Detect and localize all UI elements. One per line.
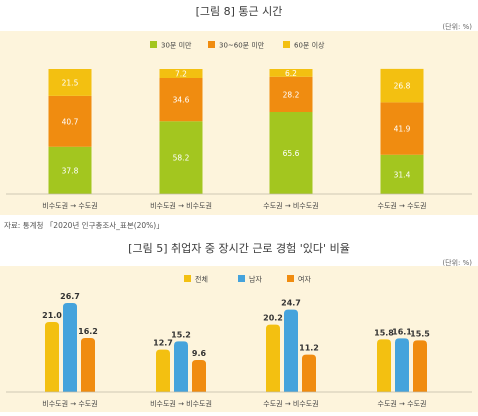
bar	[413, 340, 427, 392]
bar-segment	[269, 76, 313, 112]
bar-segment	[159, 121, 203, 194]
bar	[302, 354, 316, 392]
data-label: 37.8	[62, 166, 79, 175]
data-label: 15.8	[374, 328, 394, 337]
bar	[284, 309, 298, 392]
grouped-bar-chart: 전체 남자 여자 21.0 26.7 16.2 비수도권 → 수도권 12.715.2 9.6 비…	[0, 266, 478, 412]
legend-swatch-1	[184, 275, 191, 282]
data-label: 9.6	[192, 349, 207, 358]
data-label: 11.2	[299, 344, 319, 353]
data-label: 6.2	[285, 69, 297, 78]
chart1-panel: 30분 미만 30~60분 미만 60분 이상 37.8 40.7 21.5 비수도권 → …	[0, 31, 478, 215]
chart1-unit: (단위: %)	[442, 23, 472, 31]
data-label: 15.2	[171, 330, 191, 339]
legend-label-2: 30~60분 미만	[219, 41, 265, 50]
bar-segment	[380, 102, 424, 155]
data-label: 16.1	[392, 327, 412, 336]
bar-segment	[159, 78, 203, 122]
legend-swatch-3	[283, 41, 290, 48]
data-label: 31.4	[394, 170, 411, 179]
data-label: 34.6	[173, 96, 190, 105]
legend-label-2: 남자	[249, 275, 262, 284]
data-label: 7.2	[175, 70, 187, 79]
data-label: 65.6	[283, 149, 300, 158]
legend-swatch-2	[208, 41, 215, 48]
legend-label-1: 전체	[195, 275, 208, 284]
bar	[156, 349, 170, 392]
bar-segment	[380, 154, 424, 194]
bar	[395, 338, 409, 392]
data-label: 26.7	[60, 292, 80, 301]
data-label: 15.5	[410, 329, 430, 338]
bar-segment	[48, 146, 92, 194]
bar-segment	[269, 69, 313, 77]
x-tick-label: 수도권 → 비수도권	[263, 399, 318, 408]
data-label: 28.2	[283, 90, 300, 99]
data-label: 41.9	[394, 125, 411, 134]
x-tick-label: 수도권 → 수도권	[378, 400, 427, 408]
bar	[266, 324, 280, 392]
bar-segment	[159, 69, 203, 78]
bar	[174, 341, 188, 392]
legend-swatch-2	[238, 275, 245, 282]
bar-segment	[48, 95, 92, 147]
chart2-panel: 전체 남자 여자 21.0 26.7 16.2 비수도권 → 수도권 12.7 15.2 9.6 비…	[0, 266, 478, 412]
bar	[81, 338, 95, 392]
bar-segment	[380, 68, 424, 103]
stacked-bar-chart: 30분 미만 30~60분 미만 60분 이상 37.8 40.7 21.5 비수도권 → …	[0, 31, 478, 215]
data-label: 20.2	[263, 314, 283, 323]
data-label: 16.2	[78, 327, 98, 336]
legend-swatch-3	[287, 275, 294, 282]
bar	[63, 303, 77, 392]
x-tick-label: 수도권 → 수도권	[378, 202, 427, 210]
x-tick-label: 비수도권 → 수도권	[42, 201, 97, 210]
data-label: 21.5	[62, 78, 79, 87]
data-label: 40.7	[62, 117, 79, 126]
bar	[377, 339, 391, 392]
chart2-title: [그림 5] 취업자 중 장시간 근로 경험 '있다' 비율	[128, 242, 350, 255]
chart1-title: [그림 8] 통근 시간	[195, 5, 283, 18]
data-label: 12.7	[153, 339, 173, 348]
legend-swatch-1	[150, 41, 157, 48]
x-tick-label: 비수도권 → 비수도권	[150, 399, 212, 408]
chart1-source: 자료: 통계청 「2020년 인구총조사_표본(20%)」	[4, 221, 164, 230]
bar-segment	[269, 112, 313, 194]
data-label: 24.7	[281, 299, 301, 308]
x-tick-label: 수도권 → 비수도권	[263, 201, 318, 210]
x-tick-label: 비수도권 → 비수도권	[150, 201, 212, 210]
chart2-unit: (단위: %)	[442, 259, 472, 267]
bar-segment	[48, 69, 92, 96]
data-label: 58.2	[173, 154, 190, 163]
data-label: 21.0	[42, 311, 62, 320]
x-tick-label: 비수도권 → 수도권	[42, 399, 97, 408]
data-label: 26.8	[394, 82, 411, 91]
bar	[45, 322, 59, 392]
legend-label-3: 60분 이상	[294, 41, 325, 50]
legend-label-3: 여자	[298, 275, 311, 284]
bar	[192, 360, 206, 392]
legend-label-1: 30분 미만	[161, 41, 192, 50]
